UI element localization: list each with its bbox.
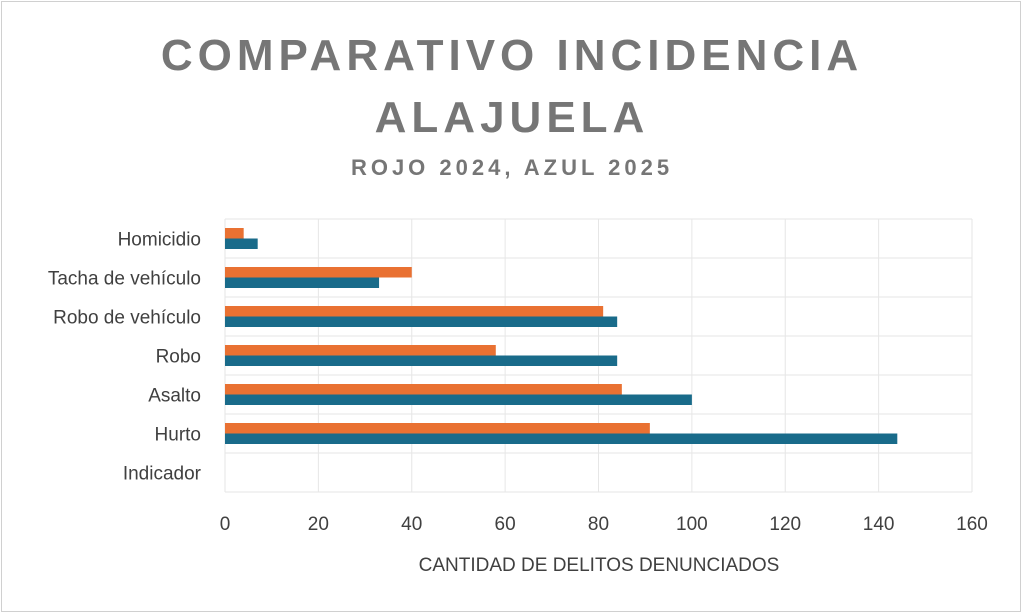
x-tick-label: 80 <box>588 514 609 535</box>
y-category-label: Hurto <box>155 425 201 446</box>
x-tick-label: 20 <box>308 514 329 535</box>
bar-2025-robo <box>225 355 618 366</box>
chart-title-line-2: ALAJUELA <box>375 93 650 142</box>
y-category-label: Asalto <box>148 386 201 407</box>
bar-2024-robo <box>225 345 496 356</box>
bar-2024-tacha-de-vehículo <box>225 267 412 278</box>
x-tick-label: 140 <box>863 514 895 535</box>
bar-2024-robo-de-vehículo <box>225 306 604 317</box>
chart-title-line-1: COMPARATIVO INCIDENCIA <box>161 31 863 80</box>
bar-2025-homicidio <box>225 238 258 249</box>
x-tick-label: 100 <box>676 514 708 535</box>
y-category-label: Robo <box>156 347 201 368</box>
bar-2025-hurto <box>225 433 898 444</box>
bar-2025-robo-de-vehículo <box>225 316 618 327</box>
bar-2024-hurto <box>225 423 650 434</box>
x-axis-label: CANTIDAD DE DELITOS DENUNCIADOS <box>419 555 780 576</box>
x-tick-label: 60 <box>495 514 516 535</box>
bar-2025-asalto <box>225 394 692 405</box>
x-tick-label: 120 <box>769 514 801 535</box>
bar-2024-homicidio <box>225 228 244 239</box>
y-category-label: Tacha de vehículo <box>48 269 201 290</box>
y-category-label: Robo de vehículo <box>53 308 201 329</box>
x-tick-label: 40 <box>401 514 422 535</box>
bar-2025-tacha-de-vehículo <box>225 277 380 288</box>
x-tick-label: 0 <box>220 514 231 535</box>
bar-2024-asalto <box>225 384 622 395</box>
y-category-label: Indicador <box>123 464 202 485</box>
y-category-label: Homicidio <box>118 230 201 251</box>
chart-subtitle: ROJO 2024, AZUL 2025 <box>351 155 673 180</box>
x-tick-label: 160 <box>956 514 988 535</box>
